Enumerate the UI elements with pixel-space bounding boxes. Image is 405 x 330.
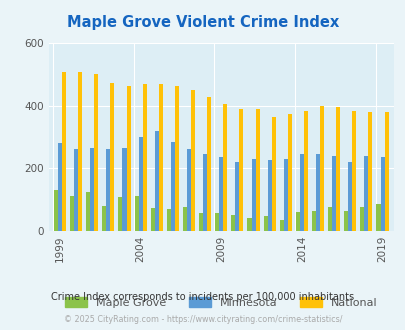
Bar (191, 90, 194, 231)
Bar (331, 156, 335, 231)
Bar (295, 212, 299, 231)
Bar (158, 83, 162, 231)
Text: Crime Index corresponds to incidents per 100,000 inhabitants: Crime Index corresponds to incidents per… (51, 292, 354, 302)
Bar (183, 207, 187, 231)
Bar (319, 106, 323, 231)
Bar (327, 208, 331, 231)
Bar (219, 157, 223, 231)
Bar (74, 149, 78, 231)
Bar (102, 206, 106, 231)
Bar (175, 85, 179, 231)
Bar (364, 156, 367, 231)
Bar (379, 157, 384, 231)
Text: Maple Grove Violent Crime Index: Maple Grove Violent Crime Index (67, 15, 338, 30)
Bar (352, 111, 356, 231)
Bar (62, 72, 66, 231)
Bar (223, 104, 227, 231)
Bar (54, 190, 58, 231)
Bar (138, 137, 142, 231)
Bar (118, 197, 122, 231)
Bar (202, 154, 207, 231)
Bar (303, 111, 307, 231)
Bar (279, 220, 283, 231)
Bar (126, 86, 130, 231)
Bar (110, 83, 114, 231)
Bar (343, 211, 347, 231)
Bar (235, 162, 239, 231)
Bar (335, 107, 339, 231)
Bar (134, 196, 138, 231)
Bar (263, 216, 267, 231)
Bar (231, 215, 235, 231)
Bar (171, 142, 175, 231)
Bar (315, 154, 319, 231)
Bar (207, 97, 211, 231)
Bar (94, 74, 98, 231)
Bar (154, 131, 158, 231)
Bar (215, 213, 219, 231)
Bar (255, 109, 259, 231)
Bar (299, 154, 303, 231)
Bar (90, 148, 94, 231)
Bar (70, 196, 74, 231)
Bar (187, 149, 191, 231)
Legend: Maple Grove, Minnesota, National: Maple Grove, Minnesota, National (60, 293, 381, 313)
Bar (375, 204, 379, 231)
Text: © 2025 CityRating.com - https://www.cityrating.com/crime-statistics/: © 2025 CityRating.com - https://www.city… (64, 315, 341, 324)
Bar (287, 114, 291, 231)
Bar (142, 84, 146, 231)
Bar (86, 192, 90, 231)
Bar (58, 143, 62, 231)
Bar (106, 149, 110, 231)
Bar (247, 218, 251, 231)
Bar (239, 109, 243, 231)
Bar (311, 211, 315, 231)
Bar (367, 113, 371, 231)
Bar (198, 213, 202, 231)
Bar (78, 72, 82, 231)
Bar (166, 209, 171, 231)
Bar (283, 159, 287, 231)
Bar (267, 160, 271, 231)
Bar (384, 113, 388, 231)
Bar (347, 162, 352, 231)
Bar (360, 207, 364, 231)
Bar (271, 116, 275, 231)
Bar (150, 209, 154, 231)
Bar (122, 148, 126, 231)
Bar (251, 159, 255, 231)
